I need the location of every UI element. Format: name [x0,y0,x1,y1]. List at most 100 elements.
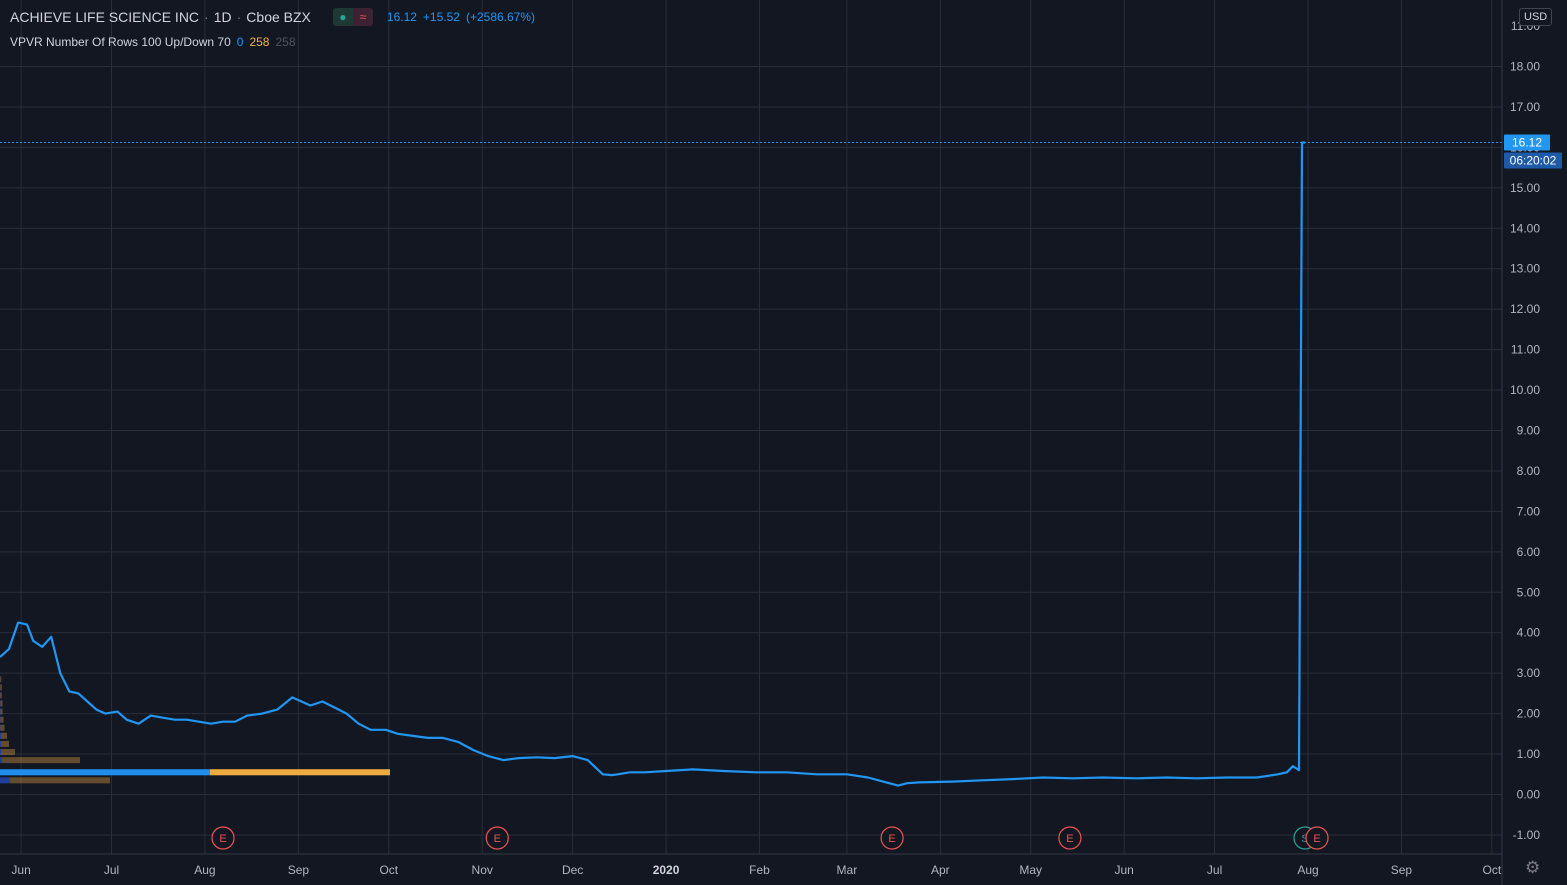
countdown-badge [1504,152,1562,169]
time-axis-label: Feb [749,863,770,877]
event-marker-letter: E [219,833,226,845]
price-axis-label: 7.00 [1517,504,1541,518]
earnings-event-marker[interactable]: E [485,826,509,850]
time-axis-label: Jun [11,863,30,877]
interval-label[interactable]: 1D [213,9,232,25]
time-axis-label: Mar [837,863,858,877]
price-axis-label: 10.00 [1510,383,1540,397]
last-price-badge-text: 16.12 [1512,136,1542,150]
time-axis-label: 2020 [653,863,680,877]
price-axis-label: 8.00 [1517,464,1541,478]
volume-profile-down-bar [2,757,80,764]
price-line-series [0,141,1305,787]
price-axis-label: 14.00 [1510,221,1540,235]
currency-button[interactable]: USD [1519,8,1553,26]
event-marker-circle [1305,826,1329,850]
time-axis-label: Apr [931,863,950,877]
last-price-badge [1504,134,1550,151]
volume-profile-up-bar [0,777,10,784]
symbol-legend[interactable]: ACHIEVE LIFE SCIENCE INC · 1D · Cboe BZX… [10,8,541,26]
volume-profile-down-bar [0,692,2,699]
price-change-readout: 16.12 +15.52 (+2586.67%) [387,10,541,24]
study-value-down: 258 [249,35,270,49]
time-axis-label: Aug [194,863,215,877]
event-marker-letter: E [494,833,501,845]
volume-profile-up-bar [0,716,1,723]
volume-profile-down-bar [0,724,5,731]
last-price-value: 16.12 [386,10,417,24]
legend-separator: · [204,9,209,25]
volume-profile-down-bar [0,708,3,715]
legend-separator: · [236,9,242,25]
volume-profile-up-bar [0,732,1,739]
price-axis-label: 1.00 [1517,747,1541,761]
volume-profile-down-bar [1,749,15,756]
earnings-event-marker[interactable]: E [880,826,904,850]
price-axis-label: 17.00 [1510,100,1540,114]
time-axis-label: Sep [1391,863,1413,877]
volume-profile [0,676,390,784]
earnings-event-marker[interactable]: E [1058,826,1082,850]
market-status-pill[interactable]: ● ≈ [332,8,373,26]
horizontal-gridlines [0,66,1502,836]
volume-profile-down-bar [10,777,110,784]
time-axis-label: Oct [1483,863,1502,877]
volume-profile-up-bar [0,708,1,715]
event-marker-circle [880,826,904,850]
price-axis-label: 13.00 [1510,262,1540,276]
price-axis-label: 6.00 [1517,545,1541,559]
time-axis-label: Nov [472,863,493,877]
volume-profile-up-bar [0,757,2,764]
time-axis-label: Jun [1114,863,1133,877]
volume-profile-up-bar [0,749,1,756]
time-axis-label: May [1019,863,1042,877]
time-axis-label: Jul [104,863,119,877]
settings-gear-icon[interactable]: ⚙ [1525,858,1541,877]
time-axis-label: Jul [1207,863,1222,877]
time-axis-label: Oct [379,863,398,877]
price-axis-label: 9.00 [1517,424,1541,438]
volume-profile-down-bar [0,700,3,707]
event-marker-letter: E [888,833,895,845]
time-axis-label: Aug [1297,863,1318,877]
volume-profile-up-bar [0,740,1,747]
volume-profile-down-bar [0,684,2,691]
last-price-badges: 16.12 06:20:02 [1504,134,1562,169]
event-marker-letter: E [1313,833,1320,845]
study-value-up: 0 [236,35,244,49]
exchange-label: Cboe BZX [246,9,311,25]
earnings-event-marker[interactable]: E [211,826,235,850]
volume-profile-up-bar [0,724,1,731]
study-value-total: 258 [275,35,296,49]
change-percent-value: (+2586.67%) [465,10,536,24]
price-axis-label: 2.00 [1517,707,1541,721]
change-value: +15.52 [422,10,460,24]
volume-profile-up-bar [0,700,1,707]
price-axis-label: 4.00 [1517,626,1541,640]
price-axis-label: 12.00 [1510,302,1540,316]
event-marker-letter: E [1066,833,1073,845]
poc-up-bar [0,769,210,776]
price-axis-label: 18.00 [1510,60,1540,74]
earnings-event-marker[interactable]: E [1305,826,1329,850]
time-axis-label: Dec [562,863,583,877]
event-marker-circle [211,826,235,850]
time-axis-label: Sep [288,863,310,877]
vpvr-study-legend[interactable]: VPVR Number Of Rows 100 Up/Down 70 0 258 25… [10,35,296,49]
market-open-dot-icon[interactable]: ● [332,8,353,26]
countdown-badge-text: 06:20:02 [1510,154,1557,168]
time-axis[interactable]: Jun Jul Aug Sep Oct Nov Dec 2020 Feb Mar Apr May Jun… [11,863,1501,877]
volume-profile-down-bar [1,740,9,747]
price-axis-label: 0.00 [1517,788,1541,802]
price-axis-label: 15.00 [1510,181,1540,195]
symbol-name[interactable]: ACHIEVE LIFE SCIENCE INC [10,9,200,25]
volume-profile-down-bar [0,716,4,723]
price-axis-label: 5.00 [1517,585,1541,599]
event-marker-circle [485,826,509,850]
data-delay-wave-icon[interactable]: ≈ [352,8,373,26]
study-label[interactable]: VPVR Number Of Rows 100 Up/Down 70 [10,35,231,49]
event-marker-circle [1058,826,1082,850]
